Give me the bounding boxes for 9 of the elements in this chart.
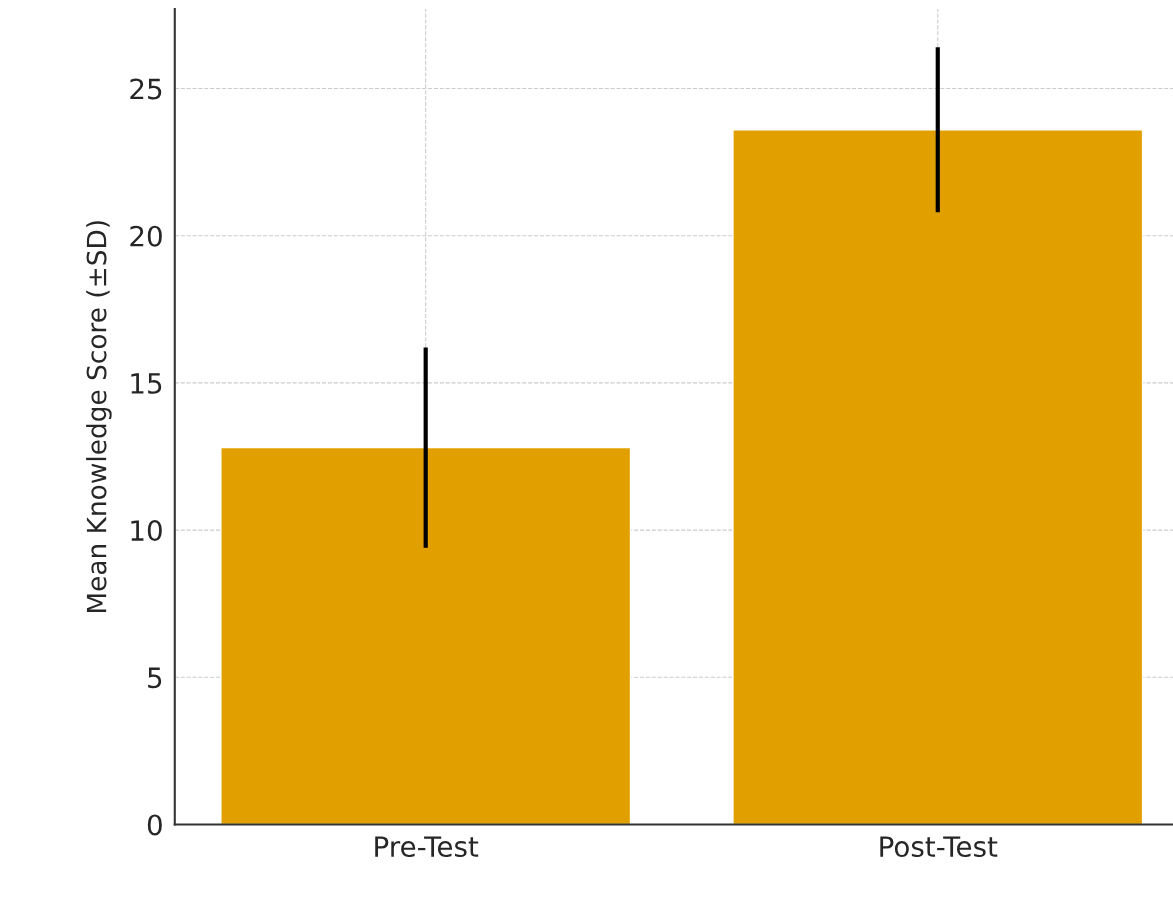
y-axis-title: Mean Knowledge Score (±SD): [86, 221, 112, 613]
x-tick-label: Pre-Test: [375, 836, 479, 858]
y-tick-label: 25: [130, 78, 162, 100]
x-tick-label: Post-Test: [880, 836, 998, 858]
y-tick-label: 15: [131, 373, 162, 394]
y-tick-label: 10: [131, 520, 162, 542]
y-tick-label: 5: [148, 667, 162, 689]
y-tick-label: 20: [130, 225, 162, 247]
y-tick-label: 0: [147, 814, 162, 836]
